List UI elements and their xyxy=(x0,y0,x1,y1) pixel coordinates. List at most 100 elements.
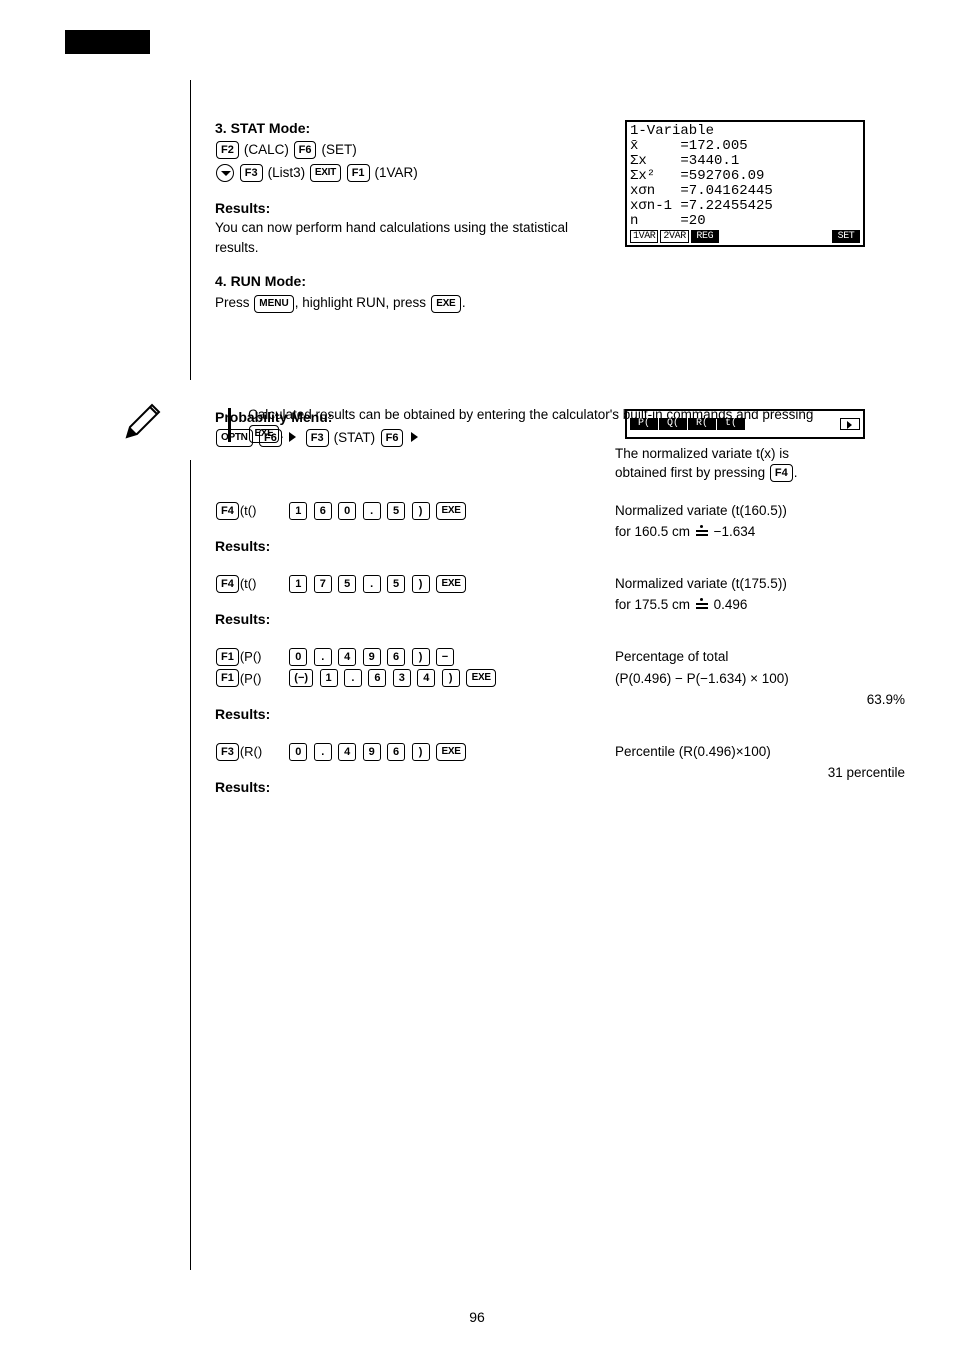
f3-key: F3 xyxy=(240,164,263,182)
r1-text2: for 160.5 cm xyxy=(615,524,690,539)
r3b-d3: 6 xyxy=(368,669,386,687)
lcd-sk-2var: 2VAR xyxy=(660,230,688,243)
lcd-line-4: xσn =7.04162445 xyxy=(630,184,860,199)
r2-d5: ) xyxy=(412,575,430,593)
corner-tab xyxy=(65,30,150,54)
step3-keys: F2(CALC) F6(SET) F3(List3) EXIT F1(1VAR) xyxy=(215,140,615,182)
r3a-d0: 0 xyxy=(289,648,307,666)
r3b-d6: ) xyxy=(442,669,460,687)
lcd-line-6: n =20 xyxy=(630,214,860,229)
lcd-screenshot-prob: P( Q( R( t( xyxy=(625,409,865,439)
r3-exe: EXE xyxy=(466,669,496,687)
exit-key: EXIT xyxy=(310,164,341,182)
f6-key-c: F6 xyxy=(381,429,404,447)
r1-f4: F4 xyxy=(216,502,239,520)
right-triangle-icon xyxy=(289,432,296,442)
r2-d1: 7 xyxy=(314,575,332,593)
r3-text2: (P(0.496) − P(−1.634) × 100) xyxy=(615,669,905,689)
r2-text2: for 175.5 cm xyxy=(615,597,690,612)
step4-after2: . xyxy=(462,295,466,310)
r2-text2-line: for 175.5 cm 0.496 xyxy=(615,595,905,615)
r1-text1: Normalized variate (t(160.5)) xyxy=(615,501,905,521)
step4-text: Press MENU, highlight RUN, press EXE. xyxy=(215,293,905,313)
step4-after: , highlight RUN, press xyxy=(295,295,426,310)
f3-key-b: F3 xyxy=(306,429,329,447)
r4-f3: F3 xyxy=(216,743,239,761)
r1-label: Results: xyxy=(215,538,615,554)
r2-d4: 5 xyxy=(387,575,405,593)
r2-d3: . xyxy=(363,575,381,593)
r2-keys: F4(t() 1 7 5 . 5 ) EXE xyxy=(215,575,615,593)
menu-key: MENU xyxy=(254,295,293,313)
r3a-d3: 9 xyxy=(363,648,381,666)
approx-equal-icon-2 xyxy=(696,600,708,612)
down-arrow-key xyxy=(216,164,234,182)
r1-pre: (t() xyxy=(240,503,284,518)
pencil-icon xyxy=(122,402,162,447)
r1-eq: −1.634 xyxy=(714,524,756,539)
lcd2-sk-q: Q( xyxy=(659,418,687,430)
r3-pre-b: (P() xyxy=(240,671,284,686)
lcd-line-2: Σx =3440.1 xyxy=(630,154,860,169)
r3-eq: 63.9% xyxy=(615,690,905,710)
lcd-sk-1var: 1VAR xyxy=(630,230,658,243)
r1-d2: 0 xyxy=(338,502,356,520)
exe-key-2: EXE xyxy=(431,295,461,313)
f6-key: F6 xyxy=(294,141,317,159)
lcd2-sk-more-icon xyxy=(840,418,860,430)
f6-key-b: F6 xyxy=(259,429,282,447)
lcd2-sk-t: t( xyxy=(717,418,745,430)
right-triangle-icon-2 xyxy=(411,432,418,442)
r4-d3: 9 xyxy=(363,743,381,761)
step4-line1: Press xyxy=(215,295,250,310)
optn-key: OPTN xyxy=(216,429,253,447)
r3-f1: F1 xyxy=(216,648,239,666)
prob-below-2: obtained first by pressing xyxy=(615,465,765,480)
r4-d1: . xyxy=(314,743,332,761)
r3b-d2: . xyxy=(344,669,362,687)
page-number: 96 xyxy=(0,1309,954,1325)
r2-pre: (t() xyxy=(240,576,284,591)
r4-eq: 31 percentile xyxy=(615,763,905,783)
r4-keys: F3(R() 0 . 4 9 6 ) EXE xyxy=(215,743,615,761)
r3-keys-row2: F1(P() (−) 1 . 6 3 4 ) EXE xyxy=(215,669,615,687)
lcd-screenshot-1var: 1-Variable x̄ =172.005 Σx =3440.1 Σx² =5… xyxy=(625,120,865,247)
step3-results-label: Results: xyxy=(215,200,615,216)
r1-exe: EXE xyxy=(436,502,466,520)
r3-label: Results: xyxy=(215,706,615,722)
r3-f1b: F1 xyxy=(216,669,239,687)
r3a-d2: 4 xyxy=(338,648,356,666)
r3-keys-row1: F1(P() 0 . 4 9 6 ) − xyxy=(215,648,615,666)
lcd-sk-set: SET xyxy=(832,230,860,243)
lcd-line-0: 1-Variable xyxy=(630,124,860,139)
prob-menu-label: Probability Menu: xyxy=(215,409,615,425)
r2-d0: 1 xyxy=(289,575,307,593)
r2-f4: F4 xyxy=(216,575,239,593)
r2-text1: Normalized variate (t(175.5)) xyxy=(615,574,905,594)
r2-exe: EXE xyxy=(436,575,466,593)
r4-pre: (R() xyxy=(240,744,284,759)
prob-menu-keys: OPTN F6 F3(STAT) F6 xyxy=(215,429,615,447)
vertical-divider-top xyxy=(190,80,191,380)
step3-label: 3. STAT Mode: xyxy=(215,120,615,136)
r3b-d1: 1 xyxy=(320,669,338,687)
r3-pre: (P() xyxy=(240,649,284,664)
r1-d0: 1 xyxy=(289,502,307,520)
prob-below-3: . xyxy=(794,465,798,480)
r1-d1: 6 xyxy=(314,502,332,520)
r4-d2: 4 xyxy=(338,743,356,761)
f2-key: F2 xyxy=(216,141,239,159)
r2-eq: 0.496 xyxy=(714,597,748,612)
lcd-line-5: xσn-1 =7.22455425 xyxy=(630,199,860,214)
r4-label: Results: xyxy=(215,779,615,795)
lcd-line-3: Σx² =592706.09 xyxy=(630,169,860,184)
r3a-d4: 6 xyxy=(387,648,405,666)
approx-equal-icon-1 xyxy=(696,527,708,539)
lcd-line-1: x̄ =172.005 xyxy=(630,139,860,154)
r2-label: Results: xyxy=(215,611,615,627)
r1-text2-line: for 160.5 cm −1.634 xyxy=(615,522,905,542)
r2-d2: 5 xyxy=(338,575,356,593)
r3-text1: Percentage of total xyxy=(615,647,905,667)
f6-label: (SET) xyxy=(321,142,356,157)
prob-below-text: The normalized variate t(x) is obtained … xyxy=(615,445,905,483)
